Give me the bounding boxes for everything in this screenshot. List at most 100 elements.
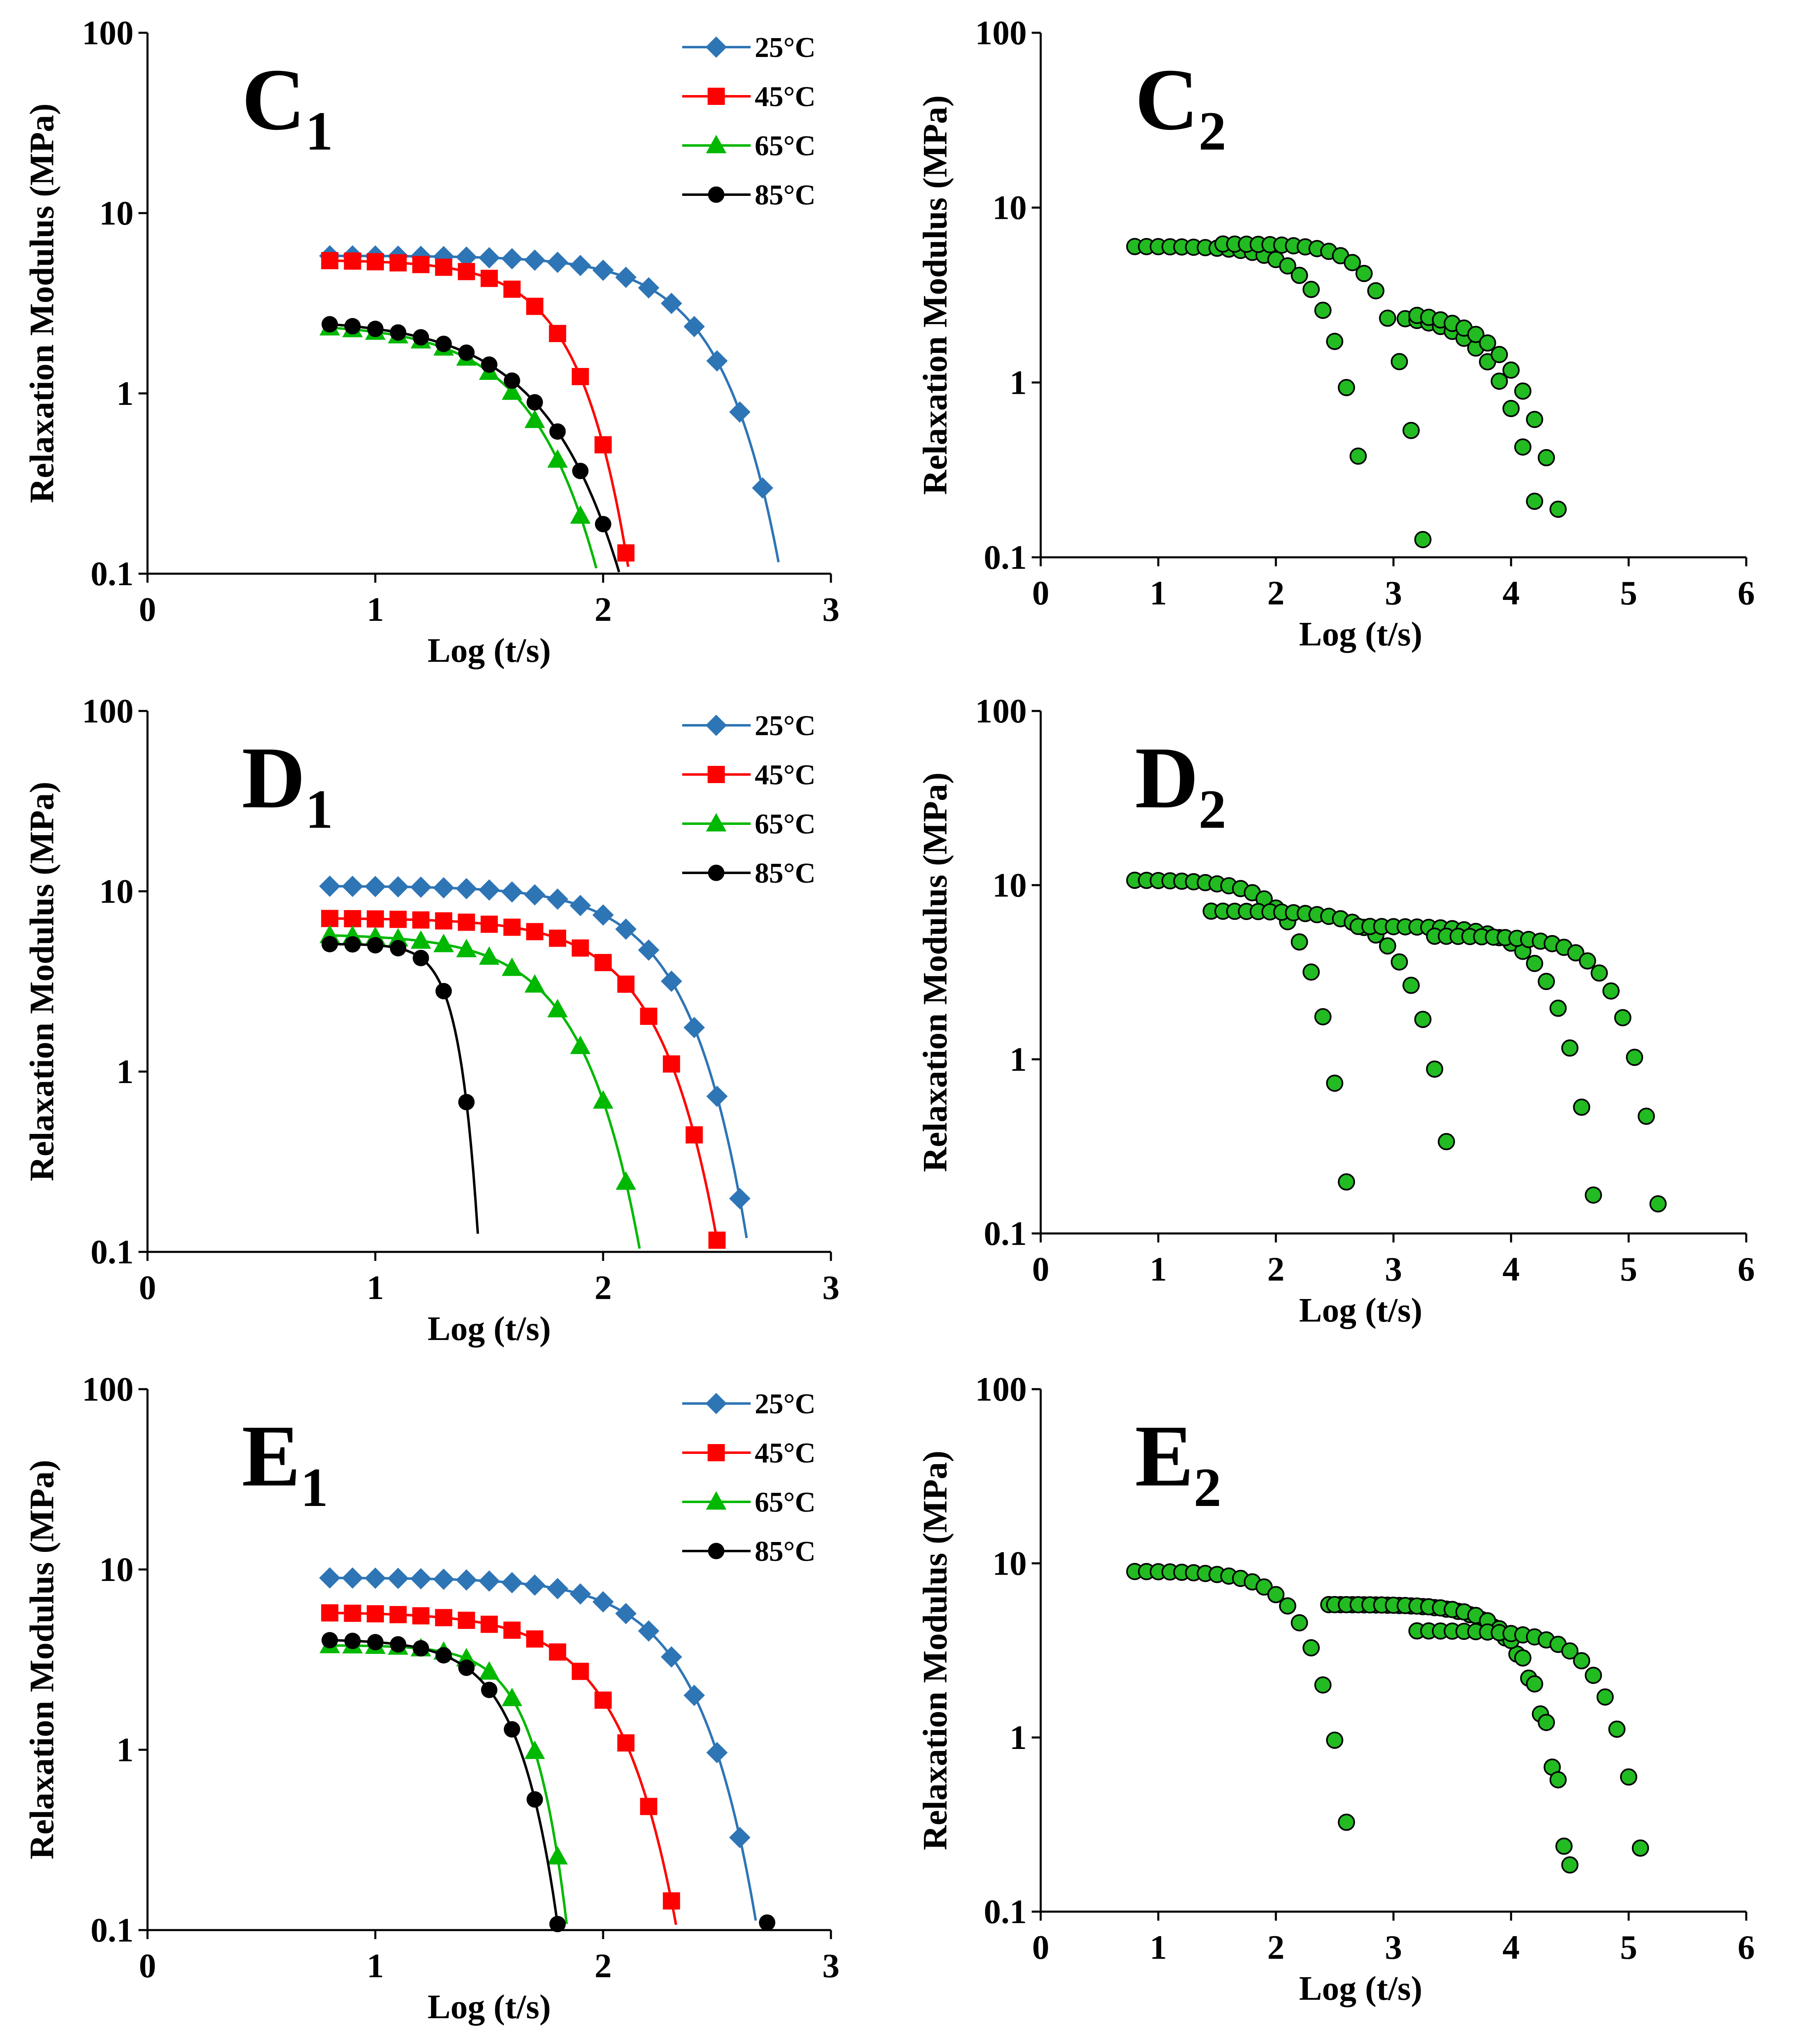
y-tick-label: 0.1 xyxy=(91,1233,134,1271)
panel-subscript: 2 xyxy=(1198,779,1226,840)
y-tick-label: 100 xyxy=(82,14,134,52)
legend-item: 65°C xyxy=(682,1487,816,1518)
data-point xyxy=(504,372,520,389)
data-point xyxy=(1314,302,1332,319)
panel-c2: 0.1 1 10 100 0 1 2 3 4 5 6 Log (t/s) Relaxation Modu… xyxy=(916,14,1755,653)
legend-label: 65°C xyxy=(755,809,816,840)
data-point xyxy=(1391,953,1408,971)
x-tick-label: 2 xyxy=(595,1947,612,1985)
data-point xyxy=(595,516,611,533)
data-point xyxy=(342,875,363,897)
series-1 xyxy=(321,1604,680,1925)
data-point xyxy=(660,970,682,992)
data-point xyxy=(572,463,589,479)
data-point xyxy=(433,933,454,952)
data-point xyxy=(321,252,338,270)
data-point xyxy=(1561,1856,1579,1874)
data-point xyxy=(1291,266,1308,284)
legend-marker xyxy=(706,36,727,58)
data-point xyxy=(342,1567,363,1589)
data-point xyxy=(526,298,544,315)
data-point xyxy=(1279,1597,1296,1615)
data-point xyxy=(638,939,660,961)
y-tick-label: 1 xyxy=(1010,1719,1027,1757)
data-point xyxy=(549,929,566,947)
x-axis-title: Log (t/s) xyxy=(428,1310,551,1348)
data-point xyxy=(504,1721,520,1738)
data-point xyxy=(592,904,614,926)
data-point xyxy=(1326,1731,1343,1749)
data-point xyxy=(479,1661,499,1680)
y-tick-label: 100 xyxy=(975,692,1027,730)
data-point xyxy=(389,911,407,928)
legend-label: 65°C xyxy=(755,1487,816,1518)
data-point xyxy=(433,1568,454,1590)
x-tick-label: 2 xyxy=(595,590,612,629)
panel-subscript: 2 xyxy=(1194,1457,1221,1518)
legend-label: 45°C xyxy=(755,759,816,791)
data-point xyxy=(1514,438,1532,456)
y-tick-label: 1 xyxy=(1010,363,1027,402)
data-point xyxy=(1355,265,1373,282)
data-point xyxy=(344,936,361,953)
data-point xyxy=(617,975,635,993)
data-point xyxy=(592,259,614,281)
x-tick-label: 0 xyxy=(139,590,156,629)
data-point xyxy=(1649,1195,1667,1213)
series-3 xyxy=(321,1632,776,1933)
data-point xyxy=(1526,955,1543,972)
data-point xyxy=(615,918,637,940)
data-point xyxy=(456,938,477,957)
data-point xyxy=(390,1636,406,1653)
data-point xyxy=(501,1572,523,1594)
x-tick-label: 5 xyxy=(1620,1928,1637,1967)
data-point xyxy=(549,423,566,440)
y-axis-title: Relaxation Modulus (MPa) xyxy=(23,1460,61,1859)
panel-label: E2 xyxy=(1135,1407,1221,1518)
x-tick-label: 3 xyxy=(822,1269,840,1307)
data-point xyxy=(1391,353,1408,370)
data-point xyxy=(1614,1009,1632,1027)
x-tick-label: 3 xyxy=(822,590,840,629)
data-point xyxy=(458,1094,475,1111)
panel-letter: C xyxy=(1135,50,1198,148)
x-tick-label: 2 xyxy=(595,1269,612,1307)
data-point xyxy=(524,884,546,906)
data-point xyxy=(1626,1049,1643,1066)
series-line xyxy=(329,1611,677,1925)
data-point xyxy=(663,1892,680,1910)
data-point xyxy=(1314,1008,1332,1026)
x-axis-title: Log (t/s) xyxy=(428,631,551,670)
data-point xyxy=(1632,1839,1649,1857)
legend-item: 65°C xyxy=(682,130,816,162)
data-point xyxy=(1549,500,1567,518)
data-point xyxy=(617,544,635,562)
data-point xyxy=(1502,361,1520,379)
data-point xyxy=(435,1647,452,1664)
y-tick-label: 100 xyxy=(82,1370,134,1408)
y-tick-label: 1 xyxy=(1010,1040,1027,1079)
y-tick-label: 10 xyxy=(992,1544,1027,1583)
data-point xyxy=(660,1646,682,1668)
data-point xyxy=(321,936,338,952)
y-tick-label: 100 xyxy=(975,1370,1027,1408)
x-tick-label: 0 xyxy=(1032,1250,1049,1288)
data-point xyxy=(367,253,384,270)
data-point xyxy=(570,895,591,916)
x-tick-label: 1 xyxy=(1150,574,1167,612)
data-point xyxy=(706,1742,728,1763)
data-point xyxy=(549,1916,566,1933)
series-3 xyxy=(321,316,620,572)
data-point xyxy=(1326,333,1343,350)
legend-item: 25°C xyxy=(682,710,816,742)
data-point xyxy=(1402,422,1420,439)
data-point xyxy=(390,324,406,341)
x-tick-label: 6 xyxy=(1738,1250,1755,1288)
legend-item: 45°C xyxy=(682,759,816,791)
data-point xyxy=(1567,944,1584,962)
data-point xyxy=(411,930,431,949)
legend-label: 65°C xyxy=(755,130,816,162)
x-tick-label: 1 xyxy=(1150,1250,1167,1288)
y-tick-label: 10 xyxy=(992,189,1027,227)
data-point xyxy=(1555,1837,1573,1855)
